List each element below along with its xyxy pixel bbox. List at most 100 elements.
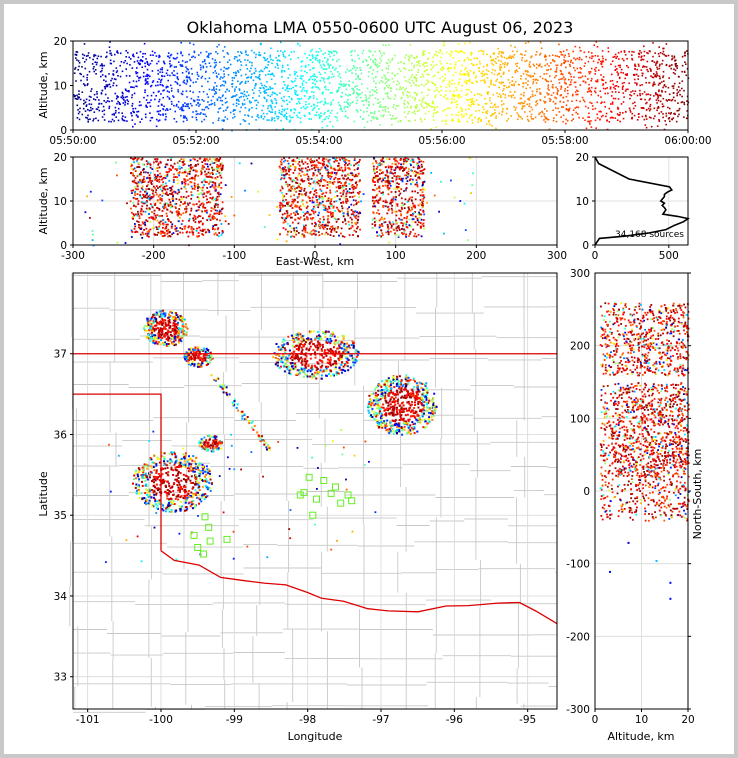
time-height-source	[320, 112, 322, 114]
time-height-source	[443, 43, 446, 46]
ew-height-source	[197, 209, 200, 211]
ew-height-source	[319, 221, 321, 224]
time-height-source	[219, 78, 221, 80]
time-height-source	[562, 120, 564, 123]
ew-height-source	[290, 204, 293, 207]
time-height-source	[595, 66, 597, 69]
time-height-source	[543, 113, 545, 115]
ew-height-source	[143, 171, 145, 174]
time-height-source	[607, 47, 609, 49]
time-height-source	[663, 53, 665, 56]
time-height-source	[368, 56, 370, 58]
time-height-source	[295, 90, 297, 93]
time-height-source	[384, 92, 387, 95]
ew-height-source	[412, 228, 415, 231]
ew-height-source	[146, 185, 148, 188]
ew-height-source	[153, 209, 156, 212]
time-height-source	[646, 68, 648, 71]
ew-height-source	[154, 158, 156, 161]
time-height-source	[490, 115, 492, 117]
time-height-source	[646, 60, 649, 63]
time-height-source	[181, 109, 183, 112]
time-height-source	[127, 103, 129, 105]
time-height-source	[119, 64, 121, 67]
time-height-source	[136, 67, 138, 69]
ew-height-source	[356, 202, 358, 204]
time-height-source	[315, 57, 318, 60]
time-height-source	[124, 104, 126, 106]
ew-height-source	[311, 167, 313, 170]
time-height-source	[287, 77, 289, 79]
time-height-source	[524, 60, 526, 63]
time-height-source	[289, 119, 291, 122]
ew-height-source	[220, 176, 223, 179]
ew-height-source	[340, 195, 343, 198]
time-height-source	[426, 65, 428, 67]
time-height-source	[146, 94, 149, 97]
time-height-source	[323, 103, 325, 106]
time-height-source	[525, 73, 528, 76]
ew-height-source	[319, 188, 322, 191]
ew-height-source	[305, 224, 307, 227]
ew-height-source	[212, 218, 215, 220]
time-height-source	[106, 51, 108, 54]
time-height-source	[374, 50, 376, 53]
time-height-source	[620, 50, 622, 53]
ew-height-source	[173, 162, 176, 165]
time-height-source	[596, 117, 599, 119]
time-height-source	[485, 123, 488, 125]
time-height-source	[80, 79, 82, 82]
time-height-source	[176, 77, 179, 79]
time-height-source	[300, 75, 302, 77]
time-height-source	[168, 97, 171, 99]
time-height-source	[415, 77, 417, 79]
ew-height-source	[187, 179, 189, 181]
ew-height-source	[158, 225, 161, 228]
time-height-source	[482, 70, 484, 73]
time-height-source	[305, 103, 307, 106]
time-height-source	[423, 96, 425, 99]
ew-height-source	[324, 223, 327, 226]
time-height-source	[81, 91, 84, 93]
time-height-source	[420, 120, 423, 123]
time-height-source	[424, 62, 427, 64]
time-height-source	[271, 91, 274, 94]
time-height-source	[678, 113, 680, 116]
time-height-source	[281, 66, 284, 69]
ew-height-source	[184, 208, 187, 211]
time-height-source	[269, 73, 271, 76]
time-height-source	[663, 84, 666, 86]
time-height-source	[185, 117, 188, 119]
time-height-source	[96, 93, 98, 95]
time-height-source	[208, 52, 210, 55]
ew-height-source	[296, 230, 298, 232]
time-height-ytick-label: 20	[54, 36, 67, 48]
ew-height-source	[145, 219, 148, 222]
ew-height-source	[150, 196, 153, 198]
time-height-source	[259, 74, 261, 76]
time-height-source	[450, 102, 453, 104]
time-height-source	[249, 61, 251, 63]
ew-height-source	[133, 204, 135, 207]
time-height-source	[652, 42, 654, 44]
time-height-source	[472, 102, 474, 105]
time-height-source	[379, 101, 381, 103]
time-height-source	[475, 80, 478, 82]
ew-height-source	[163, 232, 166, 234]
ew-height-source	[133, 161, 135, 164]
ew-height-source	[166, 215, 168, 217]
time-height-source	[422, 75, 425, 78]
time-height-source	[112, 73, 115, 76]
time-height-source	[498, 86, 500, 89]
time-height-source	[637, 63, 640, 66]
ew-height-source	[214, 203, 217, 205]
time-height-source	[573, 76, 575, 78]
chart-title: Oklahoma LMA 0550-0600 UTC August 06, 20…	[187, 18, 574, 37]
time-height-source	[384, 75, 387, 78]
ew-height-source	[201, 181, 203, 184]
time-height-source	[540, 47, 543, 50]
time-height-source	[88, 70, 91, 73]
time-height-source	[665, 112, 667, 115]
ew-height-source	[219, 219, 221, 222]
time-height-source	[188, 71, 190, 74]
